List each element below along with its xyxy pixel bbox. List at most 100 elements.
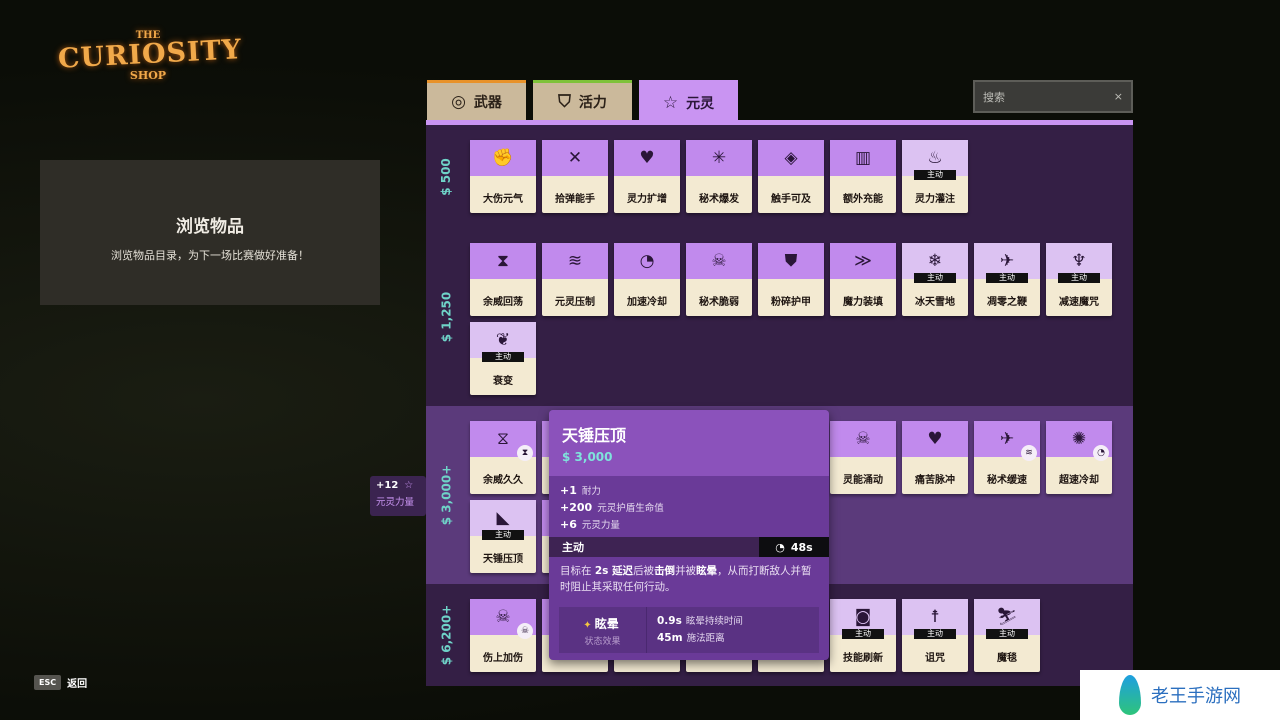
item-card[interactable]: ◔ 加速冷却 [614,243,680,316]
item-card[interactable]: ❦ 主动 衰变 [470,322,536,395]
item-card[interactable]: ☠ 灵能涌动 [830,421,896,494]
tab-label: 武器 [473,94,502,111]
tab-weapon[interactable]: ◎ 武器 [427,80,526,120]
info-title: 浏览物品 [176,217,244,237]
item-label: 余威回荡 [483,297,523,308]
ability-type: 主动 [562,541,584,554]
cast-range-value: 45m [657,632,683,644]
item-card[interactable]: ✕ 拾弹能手 [542,140,608,213]
item-label: 减速魔咒 [1059,297,1099,308]
upgrade-corner-icon: ◔ [1093,445,1109,461]
item-label: 魔力装填 [843,297,883,308]
stat-value: +1 [560,484,577,497]
cast-range-label: 施法距离 [686,633,725,644]
back-button[interactable]: ESC 返回 [34,675,87,690]
item-card[interactable]: ✈ ≋ 秘术缓速 [974,421,1040,494]
tab-label: 元灵 [686,95,715,112]
active-badge: 主动 [482,352,524,362]
tooltip-cost: 3,000 [574,450,613,464]
tier-price: $ 1,250 [436,228,456,406]
item-label: 技能刷新 [843,653,883,664]
item-label: 余威久久 [483,475,523,486]
item-card[interactable]: ▥ 额外充能 [830,140,896,213]
item-card[interactable]: ☨ 主动 诅咒 [902,599,968,672]
tab-spirit[interactable]: ☆ 元灵 [639,80,738,122]
item-label: 痛苦脉冲 [915,475,955,486]
item-icon: ▥ [830,140,896,176]
desc-bold: 击倒 [654,565,676,577]
item-card[interactable]: ≋ 元灵压制 [542,243,608,316]
upgrade-corner-icon: ≋ [1021,445,1037,461]
tier-price-value: 3,000+ [439,464,454,513]
clear-search-icon[interactable]: × [1113,90,1123,103]
spirit-power-label: 元灵力量 [376,497,415,508]
item-card[interactable]: ◣ 主动 天锤压顶 [470,500,536,573]
tier-price: $ 3,000+ [436,406,456,584]
item-label: 加速冷却 [627,297,667,308]
item-icon: ✺ [1046,421,1112,457]
star-icon: ☆ [404,480,414,491]
item-icon: ◙ [830,599,896,635]
ability-description: 目标在 2s 延迟后被击倒并被眩晕，从而打断敌人并暂时阻止其采取任何行动。 [560,563,821,595]
item-card[interactable]: ♥ 灵力扩增 [614,140,680,213]
watermark-logo-icon [1119,675,1141,715]
item-card[interactable]: ⧖ ⧗ 余威久久 [470,421,536,494]
stat-label: 元灵护盾生命值 [597,503,664,514]
tier-price-label: $ 1,250 [439,291,453,343]
item-icon: ✳ [686,140,752,176]
item-card[interactable]: ☠ 秘术脆弱 [686,243,752,316]
ability-type-bar: 主动 ◔ 48s [549,537,829,557]
item-label: 超速冷却 [1059,475,1099,486]
watermark: 老王手游网 [1080,670,1280,720]
item-card[interactable]: ≫ 魔力装填 [830,243,896,316]
item-card[interactable]: ✈ 主动 凋零之鞭 [974,243,1040,316]
item-card[interactable]: ✳ 秘术爆发 [686,140,752,213]
item-card[interactable]: ⛊ 粉碎护甲 [758,243,824,316]
desc-text: ，从而打断敌人并暂时阻止其采取任何行动。 [560,565,812,593]
item-icon: ◣ [470,500,536,536]
item-card[interactable]: ❄ 主动 冰天雪地 [902,243,968,316]
upgrade-corner-icon: ⧗ [517,445,533,461]
item-label: 凋零之鞭 [987,297,1027,308]
item-card[interactable]: ✺ ◔ 超速冷却 [1046,421,1112,494]
desc-bold: 2s 延迟 [594,565,634,577]
curiosity-shop-logo: THE CURIOSITY SHOP [57,30,242,94]
item-label: 衰变 [493,376,513,387]
item-label: 灵力灌注 [915,194,955,205]
item-icon: ≫ [830,243,896,279]
tier-price-label: $ 6,200+ [439,604,454,666]
item-card[interactable]: ◈ 触手可及 [758,140,824,213]
item-label: 魔毯 [997,653,1017,664]
tier-price: $ 500 [436,125,456,228]
item-card[interactable]: ☠ ☠ 伤上加伤 [470,599,536,672]
stat-value: +6 [560,518,577,531]
info-panel: 浏览物品 浏览物品目录，为下一场比赛做好准备！ [40,160,380,305]
item-icon: ❄ [902,243,968,279]
tab-vitality[interactable]: ⛉ 活力 [533,80,632,120]
item-card[interactable]: ✊ 大伤元气 [470,140,536,213]
item-card[interactable]: ♆ 主动 减速魔咒 [1046,243,1112,316]
cooldown-icon: ◔ [775,540,785,554]
active-badge: 主动 [914,273,956,283]
stun-icon: ✦ [583,620,592,631]
item-icon: ♥ [614,140,680,176]
tooltip-stat: +1 耐力 [560,483,818,500]
tier-price-value: 6,200+ [439,604,454,653]
tooltip-stat: +200 元灵护盾生命值 [560,500,818,517]
item-tooltip: 天锤压顶 $ 3,000 +1 耐力 +200 元灵护盾生命值 +6 元灵力量 主动 ◔ 4… [549,410,829,660]
tab-label: 活力 [578,94,607,111]
item-icon: ☠ [830,421,896,457]
stun-duration-label: 眩晕持续时间 [685,616,743,627]
item-card[interactable]: ♥ 痛苦脉冲 [902,421,968,494]
price-tier-row: $ 1,250 ⧗ 余威回荡 ≋ 元灵压制 ◔ 加速冷却 ☠ 秘术脆弱 ⛊ 粉碎护甲 ≫ 魔力装填 ❄ 主动… [426,228,1133,406]
item-card[interactable]: ⧗ 余威回荡 [470,243,536,316]
item-card[interactable]: ⛷ 主动 魔毯 [974,599,1040,672]
item-card[interactable]: ♨ 主动 灵力灌注 [902,140,968,213]
item-card[interactable]: ◙ 主动 技能刷新 [830,599,896,672]
search-input[interactable]: 搜索 × [973,80,1133,113]
watermark-text: 老王手游网 [1151,686,1241,707]
cooldown-box: ◔ 48s [759,537,829,557]
tier-price-value: 1,250 [439,291,453,330]
search-placeholder: 搜索 [983,90,1005,104]
item-label: 触手可及 [771,194,811,205]
